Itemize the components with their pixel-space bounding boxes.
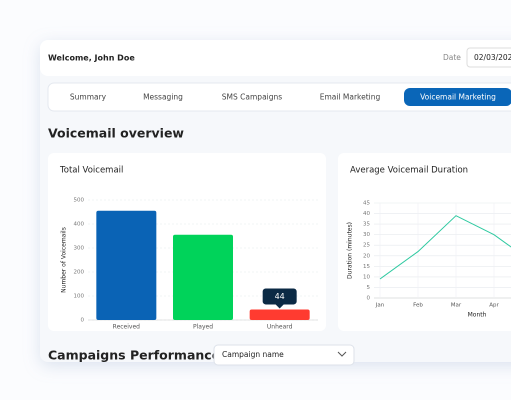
y-tick-label: 0 xyxy=(81,318,85,324)
tab[interactable]: Messaging xyxy=(143,93,183,102)
y-tick-label: 5 xyxy=(367,285,371,291)
y-tick-label: 30 xyxy=(363,232,370,238)
x-tick-label: Unheard xyxy=(267,324,293,331)
campaign-dropdown[interactable] xyxy=(213,344,355,366)
y-tick-label: 400 xyxy=(74,222,85,228)
welcome: Welcome, John Doe xyxy=(48,54,135,63)
tooltip-value: 44 xyxy=(275,292,285,301)
bar[interactable] xyxy=(173,234,233,320)
y-axis-label: Number of Voicemails xyxy=(61,227,68,293)
x-tick-label: Played xyxy=(193,324,213,331)
y-tick-label: 10 xyxy=(363,274,370,280)
tab[interactable]: SMS Campaigns xyxy=(222,93,282,102)
x-tick-label: Received xyxy=(113,324,140,331)
bar[interactable] xyxy=(249,309,310,320)
x-tick-label: Feb xyxy=(413,303,423,309)
campaigns-title: Campaigns Performance xyxy=(48,348,220,363)
y-axis-label: Duration (minutes) xyxy=(347,222,354,279)
section-title: Voicemail overview xyxy=(48,126,184,141)
y-tick-label: 0 xyxy=(367,296,371,302)
bar[interactable] xyxy=(96,210,157,320)
active-tab[interactable] xyxy=(404,88,511,106)
chart-title: Total Voicemail xyxy=(59,166,123,176)
y-tick-label: 100 xyxy=(74,294,85,300)
x-tick-label: Apr xyxy=(489,303,499,309)
y-tick-label: 500 xyxy=(74,198,85,204)
y-tick-label: 25 xyxy=(363,243,370,249)
y-tick-label: 35 xyxy=(363,222,370,228)
y-tick-label: 45 xyxy=(363,201,370,207)
tooltip-pointer xyxy=(275,304,284,309)
x-tick-label: Mar xyxy=(451,303,462,309)
top-bar xyxy=(40,40,511,76)
chevron xyxy=(337,351,347,357)
line-series xyxy=(379,215,511,280)
x-axis-label: Month xyxy=(468,312,487,319)
y-tick-label: 15 xyxy=(363,264,370,270)
date-input[interactable] xyxy=(466,47,511,68)
tab-bar xyxy=(47,82,511,112)
x-tick-label: Jan xyxy=(375,303,385,309)
chart-title: Average Voicemail Duration xyxy=(350,166,468,176)
dropdown-label: Campaign name xyxy=(222,350,284,359)
tooltip xyxy=(262,288,297,305)
y-tick-label: 300 xyxy=(74,246,85,252)
tab[interactable]: Email Marketing xyxy=(320,93,381,102)
tab[interactable]: Voicemail Marketing xyxy=(420,93,496,102)
card xyxy=(338,153,511,331)
tab[interactable]: Summary xyxy=(70,93,107,102)
y-tick-label: 200 xyxy=(74,270,85,276)
y-tick-label: 40 xyxy=(363,211,370,217)
y-tick-label: 20 xyxy=(363,253,370,259)
date-value: 02/03/202 xyxy=(474,53,511,62)
date-label: Date xyxy=(443,53,461,62)
